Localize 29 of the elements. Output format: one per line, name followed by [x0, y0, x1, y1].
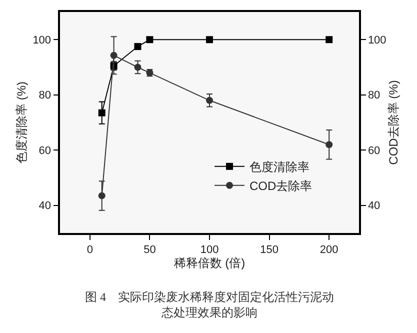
y-tick-label: 80	[38, 90, 52, 102]
point	[206, 36, 213, 44]
x-tick-label: 150	[260, 244, 278, 256]
y-tick-label: 60	[38, 144, 52, 157]
point	[206, 96, 213, 104]
point	[326, 141, 333, 148]
x-tick-label: 200	[320, 244, 338, 256]
point	[134, 64, 142, 71]
y2-tick-label: 100	[368, 34, 386, 46]
x-tick-label: 0	[86, 244, 93, 256]
y2-axis-title: COD去除率 (%)	[386, 80, 401, 165]
point	[98, 192, 106, 200]
text: 图 4 实际印染废水稀释度对固定化活性污泥动态处理效果的影响	[85, 290, 334, 320]
y2-tick-label: 60	[368, 144, 380, 157]
y2-tick-label: 80	[368, 90, 380, 102]
legend-label: COD去除率	[250, 179, 312, 194]
y-tick-label: 40	[38, 200, 52, 212]
point	[110, 52, 118, 59]
x-tick-label: 100	[200, 244, 219, 256]
point	[98, 109, 106, 116]
y2-tick-label: 40	[368, 200, 380, 212]
point	[326, 36, 333, 44]
point	[134, 43, 142, 50]
y-axis-title: 色度清除率 (%)	[14, 82, 28, 164]
x-axis-title: 稀释倍数 (倍)	[174, 256, 246, 270]
legend-label: 色度清除率	[250, 160, 310, 174]
x-tick-label: 50	[144, 244, 156, 256]
point	[146, 36, 154, 44]
y-tick-label: 100	[32, 34, 52, 46]
